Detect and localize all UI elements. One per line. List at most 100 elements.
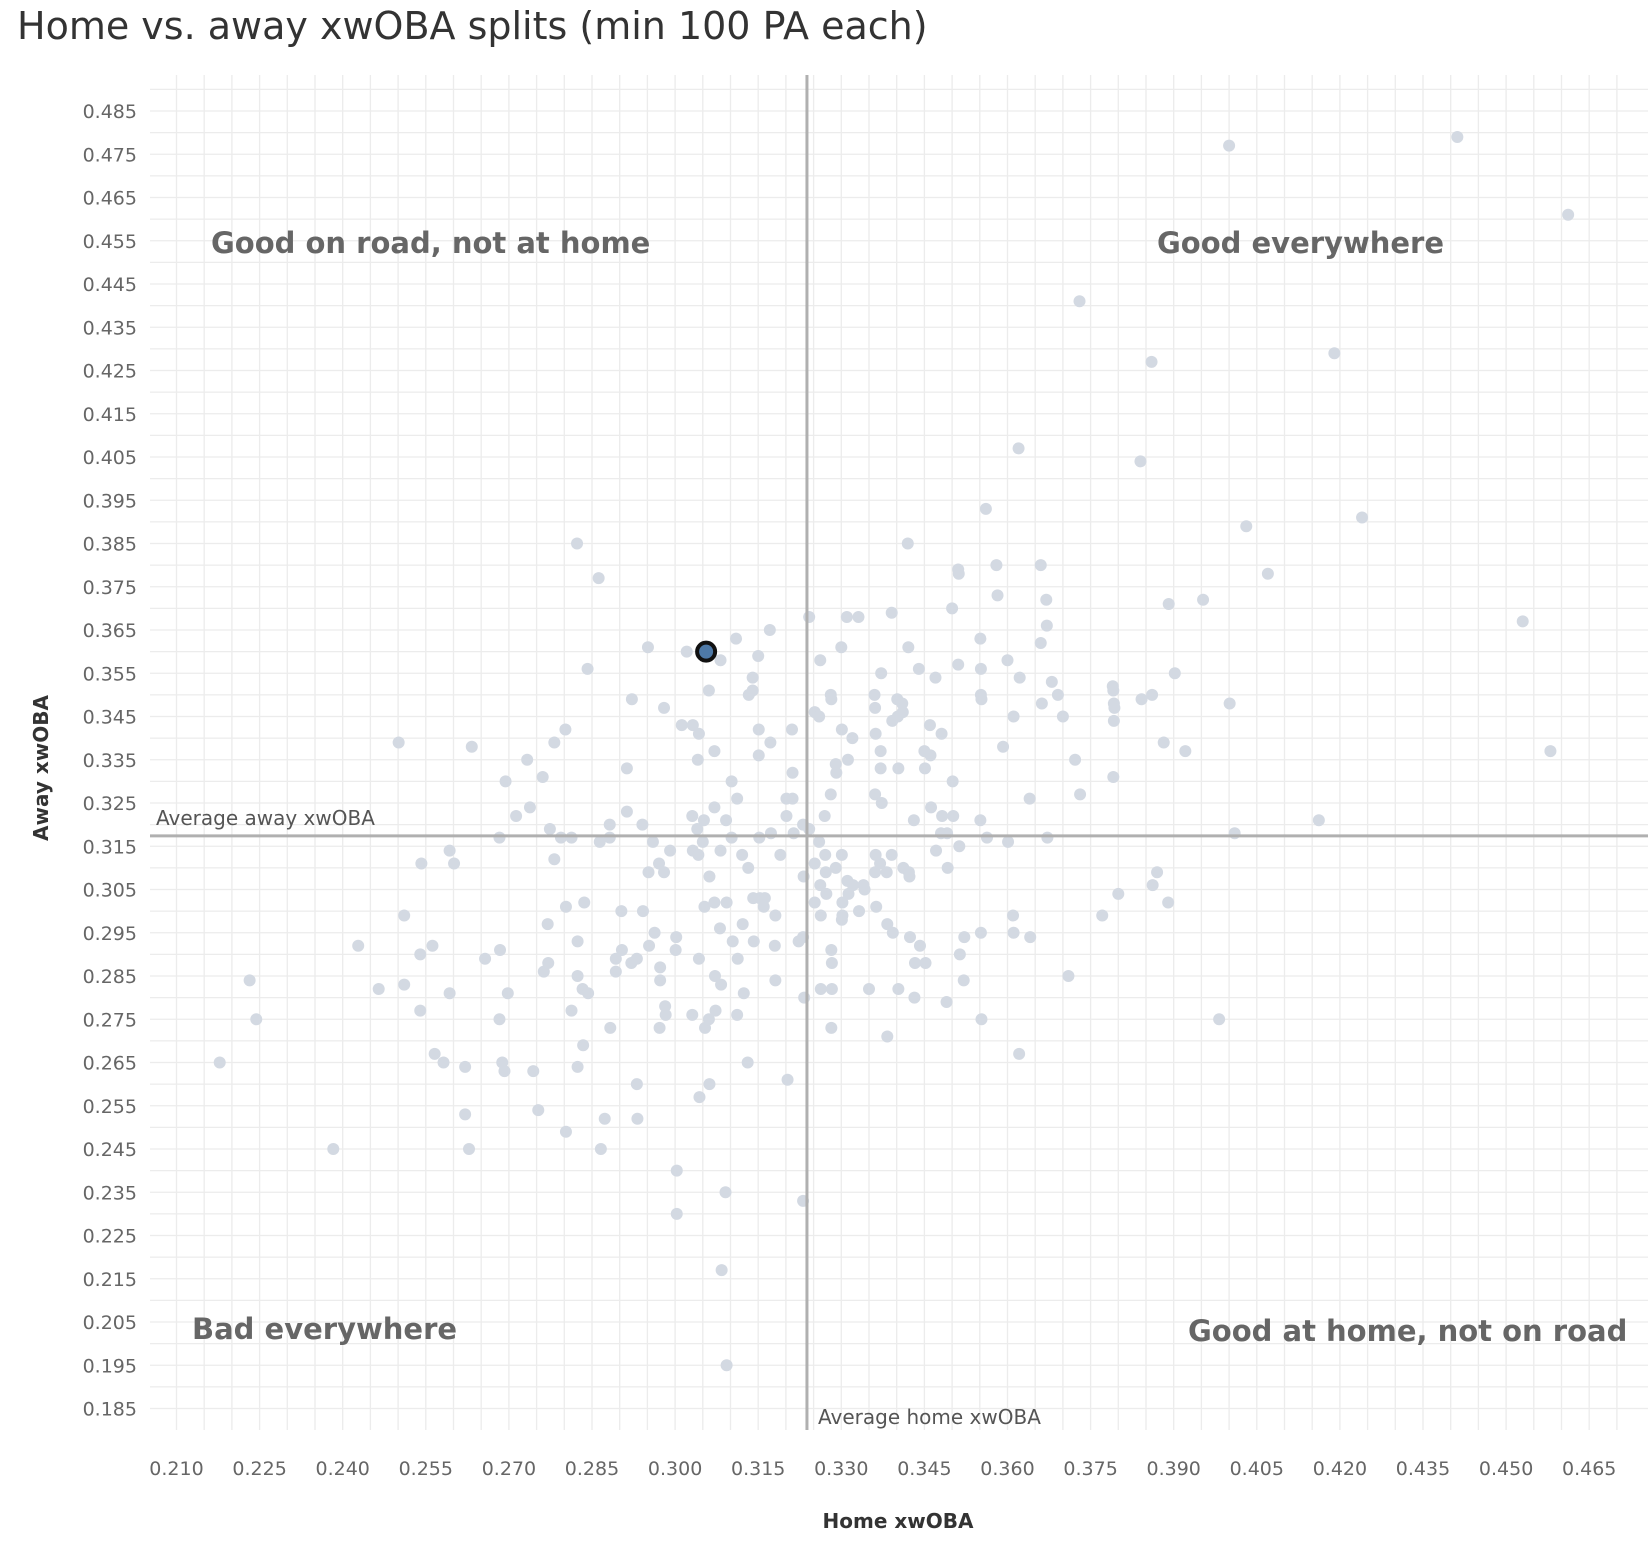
data-point <box>731 1008 744 1021</box>
data-point <box>1112 887 1125 900</box>
data-point <box>691 753 704 766</box>
y-tick-label: 0.225 <box>83 1226 137 1248</box>
data-point <box>1035 697 1048 710</box>
data-point <box>1096 909 1109 922</box>
y-tick-label: 0.215 <box>83 1269 137 1291</box>
data-point <box>1007 710 1020 723</box>
data-point <box>953 948 966 961</box>
data-point <box>852 611 865 624</box>
data-point <box>571 1060 584 1073</box>
data-point <box>786 766 799 779</box>
data-point <box>686 1008 699 1021</box>
data-point <box>641 641 654 654</box>
data-point <box>581 662 594 675</box>
data-point <box>708 801 721 814</box>
data-point <box>1045 675 1058 688</box>
data-point <box>825 957 838 970</box>
data-point <box>631 1112 644 1125</box>
x-tick-label: 0.285 <box>565 1458 619 1480</box>
data-point <box>620 805 633 818</box>
data-point <box>1157 736 1170 749</box>
data-point <box>874 745 887 758</box>
data-point <box>664 844 677 857</box>
data-point <box>835 723 848 736</box>
data-point <box>250 1013 263 1026</box>
data-point <box>874 857 887 870</box>
data-point <box>730 632 743 645</box>
data-point <box>1040 619 1053 632</box>
data-point <box>1034 636 1047 649</box>
data-point <box>625 693 638 706</box>
data-point <box>715 978 728 991</box>
data-point <box>448 857 461 870</box>
data-point <box>654 961 667 974</box>
data-point <box>443 987 456 1000</box>
data-point <box>659 1000 672 1013</box>
data-point <box>1197 593 1210 606</box>
data-point <box>1024 931 1037 944</box>
data-point <box>594 1143 607 1155</box>
data-point <box>1228 827 1241 840</box>
data-point <box>1134 455 1147 468</box>
y-tick-label: 0.285 <box>83 966 137 988</box>
data-point <box>975 1013 988 1026</box>
data-point <box>836 896 849 909</box>
data-point <box>901 537 914 550</box>
data-point <box>907 814 920 827</box>
chart-title: Home vs. away xwOBA splits (min 100 PA e… <box>17 4 928 48</box>
data-point <box>1562 208 1575 221</box>
data-point <box>814 909 827 922</box>
data-point <box>736 918 749 931</box>
data-point <box>835 848 848 861</box>
data-point <box>731 952 744 965</box>
y-tick-label: 0.355 <box>83 663 137 685</box>
data-point <box>902 641 915 654</box>
y-tick-label: 0.265 <box>83 1053 137 1075</box>
x-tick-label: 0.255 <box>399 1458 453 1480</box>
y-tick-label: 0.385 <box>83 534 137 556</box>
data-point <box>747 935 760 948</box>
data-point <box>1012 442 1025 455</box>
data-point <box>853 905 866 918</box>
data-point <box>975 693 988 706</box>
data-point <box>896 706 909 719</box>
data-point <box>693 1091 706 1104</box>
data-point <box>398 978 411 991</box>
data-point <box>709 1004 722 1017</box>
data-point <box>643 939 656 952</box>
data-point <box>974 662 987 675</box>
data-point <box>1312 814 1325 827</box>
data-point <box>493 831 506 844</box>
data-point <box>880 866 893 879</box>
data-point <box>946 602 959 615</box>
data-point <box>769 909 782 922</box>
y-axis-ticks: 0.485 0.475 0.465 0.455 0.445 0.435 0.425 0.415… <box>83 101 137 1421</box>
data-point <box>881 918 894 931</box>
data-point <box>1328 347 1341 360</box>
data-point <box>559 900 572 913</box>
data-point <box>881 1030 894 1043</box>
data-point <box>443 844 456 857</box>
data-point <box>675 719 688 732</box>
data-point <box>781 1073 794 1086</box>
data-point <box>720 1359 733 1372</box>
highlighted-point <box>695 640 718 663</box>
data-point <box>1162 598 1175 611</box>
data-point <box>703 1078 716 1091</box>
data-point <box>824 788 837 801</box>
data-point <box>814 982 827 995</box>
reference-lines <box>150 75 1648 1430</box>
data-point <box>885 606 898 619</box>
data-point <box>758 892 771 905</box>
data-point <box>908 957 921 970</box>
x-tick-label: 0.435 <box>1396 1458 1450 1480</box>
y-tick-label: 0.295 <box>83 923 137 945</box>
data-point <box>825 693 838 706</box>
data-point <box>829 758 842 771</box>
data-point <box>946 775 959 788</box>
data-point <box>974 632 987 645</box>
data-point <box>814 654 827 667</box>
data-point <box>957 974 970 987</box>
data-point <box>686 719 699 732</box>
data-point <box>603 818 616 831</box>
